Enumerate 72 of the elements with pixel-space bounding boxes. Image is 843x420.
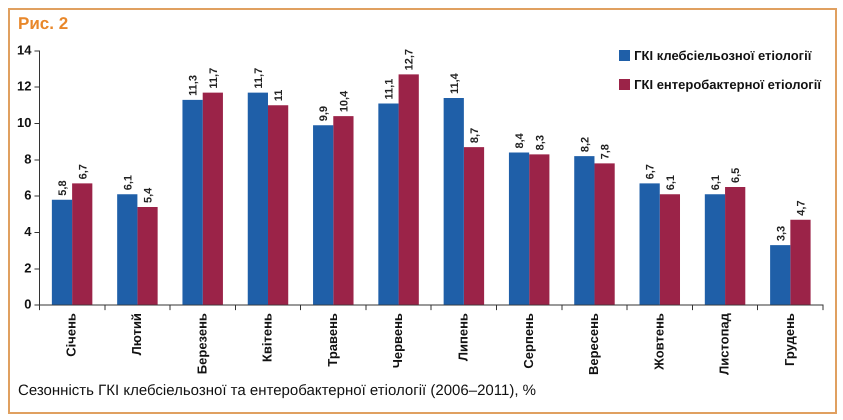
y-tick-label: 0 [24, 296, 32, 312]
data-label: 5,4 [142, 186, 155, 203]
data-label: 12,7 [404, 48, 416, 70]
bar [508, 152, 530, 305]
legend-label: ГКІ клебсіельозної етіології [634, 48, 812, 63]
x-tick-label: Листопад [716, 312, 732, 375]
bar [640, 183, 660, 305]
y-tick-label: 10 [16, 115, 32, 130]
y-tick-label: 8 [24, 151, 32, 166]
bar [529, 154, 550, 305]
bar [137, 207, 158, 305]
bar [704, 194, 726, 305]
x-tick-label: Серпень [520, 313, 536, 369]
data-label: 3,3 [775, 226, 788, 242]
data-label: 8,3 [534, 135, 546, 150]
data-label: 6,1 [122, 174, 134, 190]
data-label: 8,7 [469, 128, 482, 144]
x-tick-label: Вересень [586, 313, 602, 375]
y-tick-label: 2 [24, 260, 32, 276]
x-tick-label: Жовтень [651, 313, 666, 371]
data-label: 5,8 [57, 180, 70, 196]
data-label: 9,9 [318, 106, 330, 122]
bar [313, 125, 334, 305]
data-label: 6,7 [77, 164, 90, 180]
bar [464, 147, 484, 305]
y-tick-label: 4 [24, 224, 32, 240]
data-label: 11,3 [188, 75, 200, 96]
chart-title: Рис. 2 [18, 14, 68, 34]
x-tick-label: Січень [64, 313, 79, 357]
bar [660, 194, 680, 305]
x-tick-label: Березень [194, 313, 210, 374]
bar [333, 116, 354, 305]
bar [594, 163, 615, 305]
bar [444, 98, 464, 305]
data-label: 6,1 [664, 174, 677, 190]
x-tick-label: Квітень [260, 313, 275, 362]
bar [202, 92, 223, 305]
bar [398, 74, 419, 305]
bar [770, 245, 790, 305]
bar [725, 187, 746, 305]
x-tick-label: Липень [455, 313, 470, 362]
x-tick-label: Грудень [782, 313, 797, 366]
bar [52, 200, 72, 305]
bar [182, 100, 203, 305]
y-tick-label: 14 [16, 42, 32, 58]
data-label: 11,4 [448, 72, 461, 94]
bar [574, 156, 594, 305]
data-label: 11,7 [252, 68, 265, 89]
data-label: 11,1 [383, 78, 396, 100]
bar [378, 103, 399, 305]
y-tick-label: 6 [24, 188, 32, 203]
bar [72, 183, 92, 305]
bar [248, 92, 268, 305]
data-label: 7,8 [600, 144, 612, 160]
data-label: 6,1 [710, 174, 722, 190]
x-tick-label: Травень [324, 313, 340, 367]
x-tick-label: Червень [390, 313, 406, 368]
data-label: 10,4 [338, 90, 350, 112]
bar [268, 105, 288, 305]
y-tick-label: 12 [16, 78, 32, 94]
bar [790, 220, 811, 305]
x-tick-label: Лютий [128, 313, 144, 356]
data-label: 4,7 [796, 200, 808, 216]
bar [117, 194, 138, 305]
data-label: 8,2 [579, 136, 592, 152]
data-label: 11 [273, 90, 286, 102]
data-label: 11,7 [208, 68, 220, 89]
data-label: 6,7 [644, 164, 657, 180]
data-label: 8,4 [514, 132, 526, 149]
text: Сезонність ГКІ клебсіельозної та ентеробактерної етіології (2006–2011), % [18, 382, 536, 399]
legend-label: ГКІ ентеробактерної етіології [634, 77, 821, 92]
data-label: 6,5 [730, 168, 742, 184]
